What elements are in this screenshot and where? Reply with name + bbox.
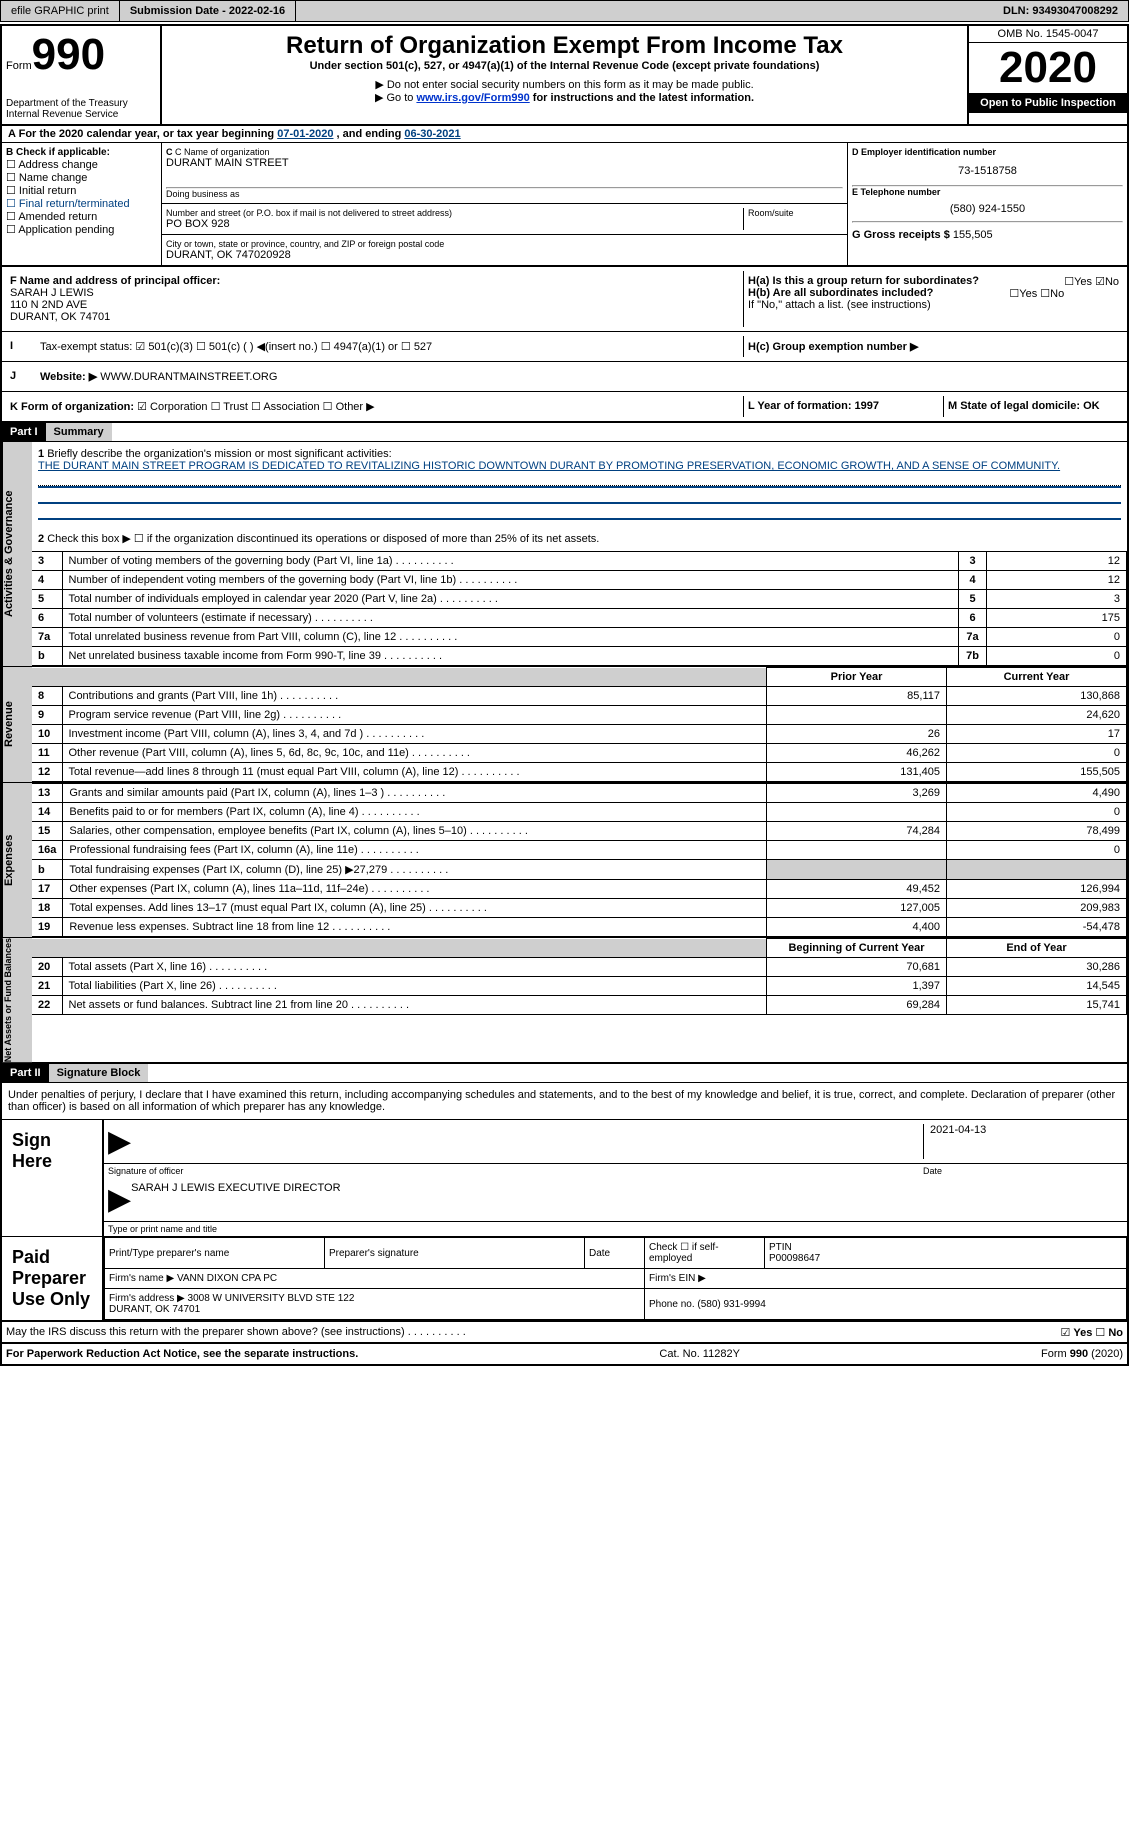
org-name: DURANT MAIN STREET (166, 157, 843, 169)
header-bar: efile GRAPHIC print Submission Date - 20… (0, 0, 1129, 22)
cb-pending[interactable]: ☐ Application pending (6, 223, 157, 236)
irs-link[interactable]: www.irs.gov/Form990 (416, 92, 529, 104)
address: PO BOX 928 (166, 218, 743, 230)
cb-name[interactable]: ☐ Name change (6, 171, 157, 184)
officer: SARAH J LEWIS 110 N 2ND AVE DURANT, OK 7… (10, 287, 739, 323)
side-revenue: Revenue (2, 667, 32, 782)
efile-button[interactable]: efile GRAPHIC print (1, 1, 120, 21)
gross-receipts: 155,505 (953, 229, 993, 241)
phone: (580) 924-1550 (852, 197, 1123, 221)
footer-form: Form 990 (2020) (1041, 1348, 1123, 1360)
year-box: OMB No. 1545-0047 2020 Open to Public In… (967, 26, 1127, 124)
cb-initial[interactable]: ☐ Initial return (6, 184, 157, 197)
cb-final[interactable]: ☐ Final return/terminated (6, 197, 157, 210)
form-container: Form990 Department of the Treasury Inter… (0, 24, 1129, 1366)
part2-head: Part II (2, 1064, 49, 1082)
sign-here: Sign Here (2, 1120, 102, 1236)
firm-name: VANN DIXON CPA PC (177, 1273, 277, 1284)
ein: 73-1518758 (852, 157, 1123, 185)
website[interactable]: WWW.DURANTMAINSTREET.ORG (100, 371, 277, 383)
dln: DLN: 93493047008292 (993, 1, 1128, 21)
mission-text: THE DURANT MAIN STREET PROGRAM IS DEDICA… (38, 460, 1060, 472)
cb-address[interactable]: ☐ Address change (6, 158, 157, 171)
footer-left: For Paperwork Reduction Act Notice, see … (6, 1348, 358, 1360)
side-netassets: Net Assets or Fund Balances (2, 938, 32, 1062)
prep-phone: (580) 931-9994 (697, 1299, 765, 1310)
side-expenses: Expenses (2, 783, 32, 937)
officer-name: SARAH J LEWIS EXECUTIVE DIRECTOR (131, 1182, 340, 1217)
check-applicable: B Check if applicable: ☐ Address change … (2, 143, 162, 265)
side-governance: Activities & Governance (2, 442, 32, 666)
form-id-box: Form990 Department of the Treasury Inter… (2, 26, 162, 124)
submission-date: Submission Date - 2022-02-16 (120, 1, 296, 21)
ptin: P00098647 (769, 1253, 1122, 1264)
period-row: A For the 2020 calendar year, or tax yea… (2, 126, 1127, 143)
penalty-text: Under penalties of perjury, I declare th… (2, 1083, 1127, 1119)
part1-head: Part I (2, 423, 46, 441)
footer-cat: Cat. No. 11282Y (659, 1348, 740, 1360)
paid-preparer: Paid Preparer Use Only (2, 1237, 102, 1320)
city: DURANT, OK 747020928 (166, 249, 843, 261)
form-title-box: Return of Organization Exempt From Incom… (162, 26, 967, 124)
cb-amended[interactable]: ☐ Amended return (6, 210, 157, 223)
